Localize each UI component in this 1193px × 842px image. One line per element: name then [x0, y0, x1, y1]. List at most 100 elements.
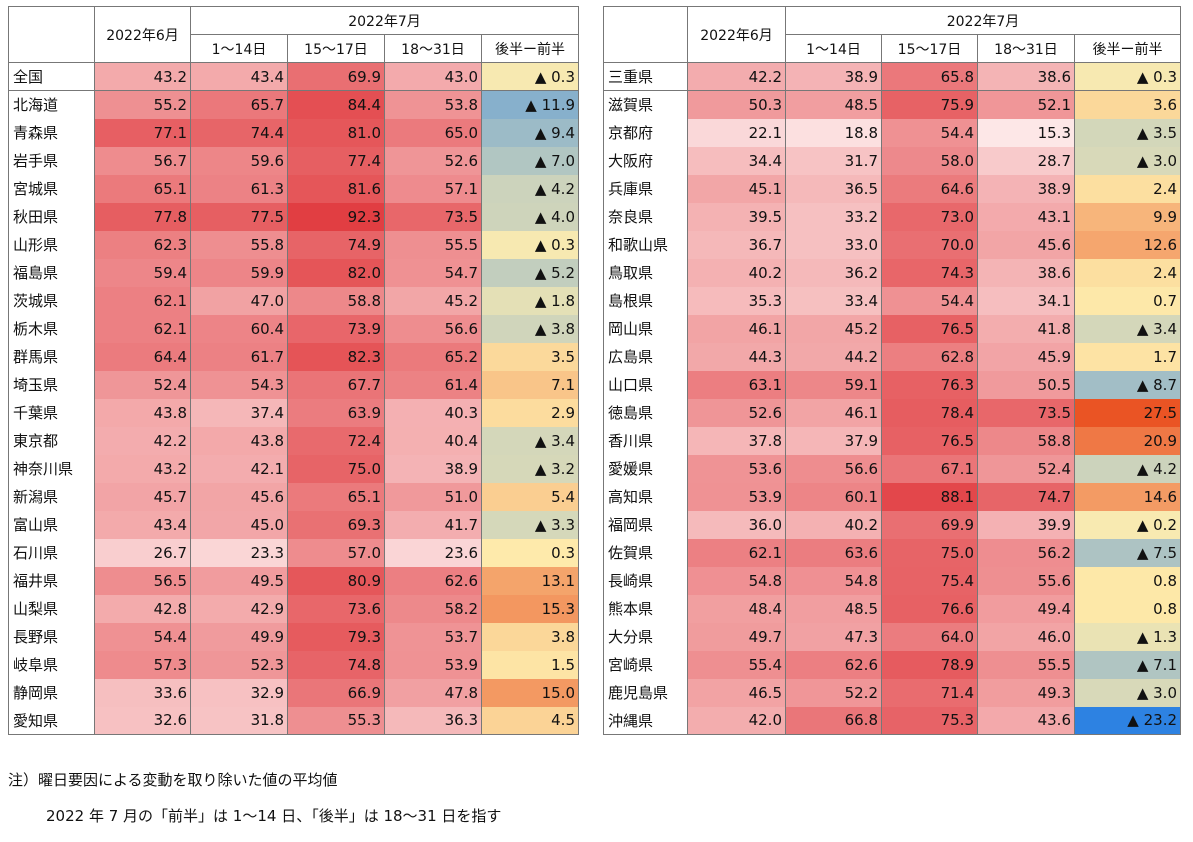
heat-cell: 62.1	[94, 314, 191, 343]
heat-cell: 56.2	[977, 538, 1075, 567]
table-row: 長野県 54.4 49.9 79.3 53.7 3.8	[8, 622, 579, 651]
diff-cell: 3.6	[1074, 90, 1181, 119]
heat-cell: 44.3	[687, 342, 786, 371]
heat-cell: 60.4	[190, 314, 288, 343]
row-label: 大分県	[603, 622, 688, 651]
footnote-1: 注）曜日要因による変動を取り除いた値の平均値	[8, 771, 338, 789]
row-label: 埼玉県	[8, 370, 95, 399]
table-row: 徳島県 52.6 46.1 78.4 73.5 27.5	[603, 398, 1181, 427]
heat-cell: 33.4	[785, 286, 882, 315]
heat-cell: 45.0	[190, 510, 288, 539]
table-row: 山口県 63.1 59.1 76.3 50.5 ▲ 8.7	[603, 370, 1181, 399]
heat-cell: 41.8	[977, 314, 1075, 343]
row-label: 佐賀県	[603, 538, 688, 567]
diff-cell: ▲ 3.2	[481, 454, 579, 483]
diff-cell: 0.8	[1074, 594, 1181, 623]
heat-cell: 56.6	[785, 454, 882, 483]
heat-cell: 38.9	[785, 62, 882, 91]
diff-cell: 3.8	[481, 622, 579, 651]
diff-cell: ▲ 1.8	[481, 286, 579, 315]
heat-cell: 75.3	[881, 706, 978, 735]
heat-cell: 73.5	[977, 398, 1075, 427]
heat-cell: 54.8	[687, 566, 786, 595]
table-row: 岐阜県 57.3 52.3 74.8 53.9 1.5	[8, 650, 579, 679]
heat-cell: 47.0	[190, 286, 288, 315]
heat-cell: 42.0	[687, 706, 786, 735]
diff-cell: ▲ 3.5	[1074, 118, 1181, 147]
diff-cell: ▲ 8.7	[1074, 370, 1181, 399]
table-row: 福島県 59.4 59.9 82.0 54.7 ▲ 5.2	[8, 258, 579, 287]
heat-cell: 36.0	[687, 510, 786, 539]
left-heatmap-table: 2022年6月 2022年7月 1～14日 15～17日 18～31日 後半ー前…	[8, 6, 579, 735]
table-row: 富山県 43.4 45.0 69.3 41.7 ▲ 3.3	[8, 510, 579, 539]
heat-cell: 54.4	[881, 286, 978, 315]
heat-cell: 52.6	[687, 398, 786, 427]
heat-cell: 57.1	[384, 174, 482, 203]
heat-cell: 74.3	[881, 258, 978, 287]
heat-cell: 23.6	[384, 538, 482, 567]
diff-cell: ▲ 3.3	[481, 510, 579, 539]
table-row: 沖縄県 42.0 66.8 75.3 43.6 ▲ 23.2	[603, 706, 1181, 735]
row-label: 北海道	[8, 90, 95, 119]
heat-cell: 36.2	[785, 258, 882, 287]
heat-cell: 58.8	[977, 426, 1075, 455]
heat-cell: 40.2	[687, 258, 786, 287]
table-row: 和歌山県 36.7 33.0 70.0 45.6 12.6	[603, 230, 1181, 259]
heat-cell: 42.2	[94, 426, 191, 455]
heat-cell: 73.5	[384, 202, 482, 231]
heat-cell: 76.3	[881, 370, 978, 399]
heat-cell: 39.5	[687, 202, 786, 231]
heat-cell: 82.3	[287, 342, 385, 371]
diff-cell: ▲ 7.1	[1074, 650, 1181, 679]
heat-cell: 43.8	[190, 426, 288, 455]
heat-cell: 56.5	[94, 566, 191, 595]
heat-cell: 54.4	[881, 118, 978, 147]
table-row: 北海道 55.2 65.7 84.4 53.8 ▲ 11.9	[8, 90, 579, 119]
header-period-3: 18～31日	[384, 34, 482, 63]
heat-cell: 69.9	[287, 62, 385, 91]
heat-cell: 59.4	[94, 258, 191, 287]
diff-cell: 3.5	[481, 342, 579, 371]
row-label: 大阪府	[603, 146, 688, 175]
heat-cell: 51.0	[384, 482, 482, 511]
diff-cell: 27.5	[1074, 398, 1181, 427]
heat-cell: 80.9	[287, 566, 385, 595]
row-label: 千葉県	[8, 398, 95, 427]
heat-cell: 84.4	[287, 90, 385, 119]
heat-cell: 56.7	[94, 146, 191, 175]
diff-cell: 0.3	[481, 538, 579, 567]
heat-cell: 62.1	[687, 538, 786, 567]
table-row: 滋賀県 50.3 48.5 75.9 52.1 3.6	[603, 90, 1181, 119]
table-row: 岡山県 46.1 45.2 76.5 41.8 ▲ 3.4	[603, 314, 1181, 343]
heat-cell: 56.6	[384, 314, 482, 343]
diff-cell: ▲ 3.8	[481, 314, 579, 343]
heat-cell: 76.6	[881, 594, 978, 623]
heat-cell: 42.8	[94, 594, 191, 623]
table-row: 宮城県 65.1 61.3 81.6 57.1 ▲ 4.2	[8, 174, 579, 203]
heat-cell: 62.6	[785, 650, 882, 679]
row-label: 京都府	[603, 118, 688, 147]
diff-cell: 1.7	[1074, 342, 1181, 371]
heat-cell: 52.1	[977, 90, 1075, 119]
diff-cell: ▲ 3.0	[1074, 146, 1181, 175]
heat-cell: 64.4	[94, 342, 191, 371]
table-row: 長崎県 54.8 54.8 75.4 55.6 0.8	[603, 566, 1181, 595]
heat-cell: 45.9	[977, 342, 1075, 371]
table-row: 香川県 37.8 37.9 76.5 58.8 20.9	[603, 426, 1181, 455]
heat-cell: 48.4	[687, 594, 786, 623]
row-label: 福島県	[8, 258, 95, 287]
heat-cell: 40.4	[384, 426, 482, 455]
heat-cell: 74.4	[190, 118, 288, 147]
header-july: 2022年7月	[785, 6, 1181, 35]
heat-cell: 52.3	[190, 650, 288, 679]
row-label: 和歌山県	[603, 230, 688, 259]
diff-cell: ▲ 3.4	[1074, 314, 1181, 343]
row-label: 滋賀県	[603, 90, 688, 119]
heat-cell: 45.6	[190, 482, 288, 511]
heat-cell: 18.8	[785, 118, 882, 147]
header-period-1: 1～14日	[190, 34, 288, 63]
heat-cell: 45.2	[785, 314, 882, 343]
table-row: 愛媛県 53.6 56.6 67.1 52.4 ▲ 4.2	[603, 454, 1181, 483]
diff-cell: 2.4	[1074, 174, 1181, 203]
heat-cell: 60.1	[785, 482, 882, 511]
